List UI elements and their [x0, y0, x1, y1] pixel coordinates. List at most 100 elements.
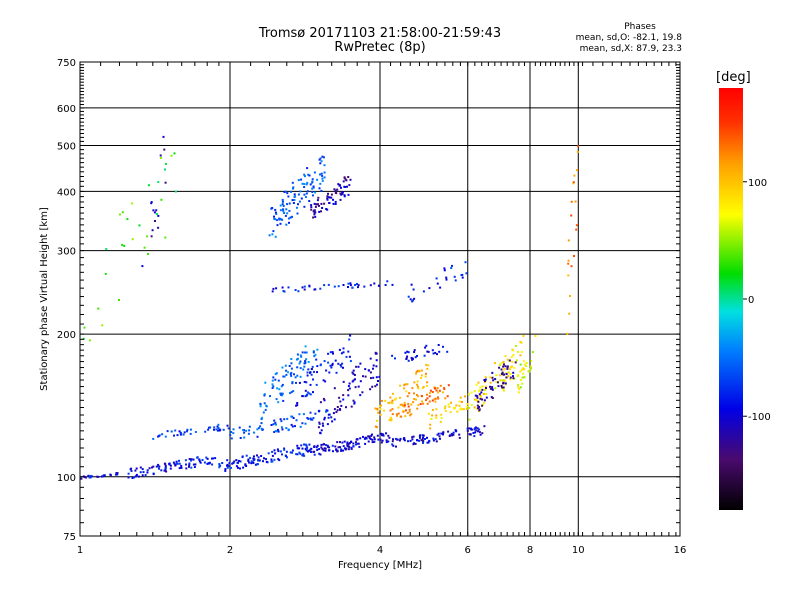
data-point — [278, 388, 281, 391]
data-point — [178, 462, 181, 465]
data-point — [287, 371, 289, 374]
data-point — [468, 407, 471, 409]
data-point — [569, 295, 571, 297]
data-point — [502, 386, 505, 389]
data-point — [445, 276, 448, 279]
data-point — [331, 364, 334, 367]
data-point — [208, 462, 211, 465]
data-point — [134, 475, 137, 478]
data-point — [477, 381, 480, 384]
data-point — [305, 443, 307, 446]
phase-stats-heading: Phases — [624, 22, 656, 32]
data-point — [492, 379, 495, 382]
data-point — [304, 351, 307, 354]
data-point — [224, 469, 227, 472]
data-point — [426, 397, 429, 400]
data-point — [491, 397, 494, 399]
data-point — [566, 332, 569, 335]
data-point — [173, 434, 175, 437]
data-point — [512, 354, 515, 356]
data-point — [305, 381, 308, 384]
data-point — [137, 475, 140, 478]
data-point — [82, 337, 85, 340]
data-point — [130, 470, 133, 472]
data-point — [442, 345, 444, 348]
data-point — [263, 402, 266, 405]
data-point — [163, 462, 166, 465]
data-point — [174, 429, 177, 432]
data-point — [290, 374, 293, 377]
data-point — [374, 351, 377, 354]
data-point — [281, 428, 284, 431]
data-point — [413, 297, 416, 300]
data-point — [465, 272, 468, 275]
data-point — [275, 398, 278, 401]
data-point — [183, 431, 186, 434]
data-point — [259, 403, 262, 406]
data-point — [406, 355, 409, 358]
data-point — [489, 381, 492, 384]
data-point — [405, 358, 408, 360]
data-point — [371, 433, 373, 436]
data-point — [413, 351, 416, 353]
data-point — [207, 428, 210, 431]
data-point — [378, 284, 381, 287]
data-point — [299, 367, 302, 370]
data-point — [192, 458, 195, 461]
data-point — [506, 367, 509, 370]
data-point — [390, 419, 393, 422]
data-point — [151, 466, 153, 469]
data-point — [294, 376, 297, 379]
data-point — [334, 189, 337, 192]
data-point — [336, 406, 339, 408]
data-point — [400, 415, 403, 418]
data-point — [411, 438, 414, 441]
data-point — [311, 187, 314, 190]
data-point — [146, 235, 149, 238]
data-point — [324, 447, 327, 450]
data-point — [139, 466, 142, 469]
data-point — [320, 189, 323, 192]
data-point — [394, 398, 397, 401]
x-tick-labels: 1 2 4 6 8 10 16 — [77, 545, 687, 556]
data-point — [261, 416, 264, 419]
data-point — [322, 379, 325, 382]
data-point — [436, 387, 439, 390]
data-point — [461, 276, 464, 279]
data-point — [227, 465, 230, 468]
data-point — [150, 201, 153, 204]
data-point — [297, 203, 299, 206]
data-point — [291, 451, 294, 454]
data-point — [412, 443, 415, 446]
data-point — [274, 235, 277, 238]
data-point — [83, 326, 86, 329]
data-point — [421, 438, 424, 441]
data-point — [252, 459, 255, 461]
data-point — [135, 467, 138, 470]
data-point — [413, 398, 416, 400]
data-point — [271, 379, 274, 382]
data-point — [422, 290, 425, 293]
data-point — [141, 265, 144, 268]
data-point — [573, 174, 576, 177]
data-point — [513, 366, 516, 369]
data-point — [347, 350, 350, 353]
data-point — [335, 411, 338, 413]
data-point — [326, 423, 329, 426]
data-point — [473, 390, 476, 393]
data-point — [274, 421, 277, 424]
data-point — [89, 339, 91, 342]
data-point — [301, 447, 304, 450]
data-point — [299, 375, 302, 378]
data-point — [316, 178, 319, 181]
data-point — [311, 191, 314, 193]
data-point — [341, 362, 344, 365]
data-point — [330, 193, 333, 196]
data-point — [319, 162, 322, 165]
data-point — [303, 193, 306, 196]
data-point — [292, 202, 295, 204]
data-point — [503, 363, 505, 366]
data-point — [121, 211, 124, 214]
data-point — [219, 428, 222, 431]
